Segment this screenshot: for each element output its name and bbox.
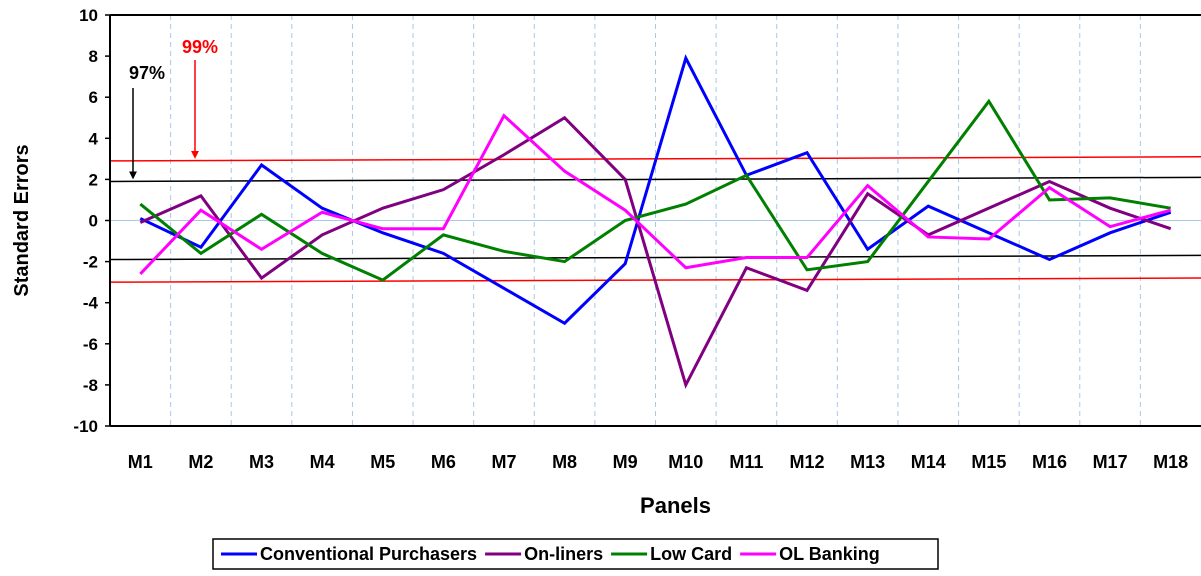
y-tick-label: 10 [79, 6, 98, 25]
series-lines [139, 54, 1172, 389]
x-tick-label: M6 [431, 452, 456, 472]
labels: 10 8 6 4 2 0 -2 -4 -6 -8 -10 M1 M2 M3 M4 M5 M6 M7 M8 M9 M10 M… [11, 6, 1188, 518]
x-tick-label: M14 [911, 452, 946, 472]
y-tick-label: -2 [83, 253, 98, 272]
y-tick-label: -4 [83, 294, 99, 313]
reference-line-1 [109, 176, 1201, 183]
x-tick-label: M16 [1032, 452, 1067, 472]
x-tick-label: M1 [128, 452, 153, 472]
grid [110, 15, 1201, 426]
x-tick-label: M17 [1093, 452, 1128, 472]
x-tick-label: M5 [370, 452, 395, 472]
annotation-97: 97% [129, 63, 165, 83]
series-line-low-card [139, 98, 1171, 282]
legend-box [212, 538, 939, 570]
axes [105, 14, 1201, 427]
x-tick-label: M10 [668, 452, 703, 472]
legend-label-ol-banking: OL Banking [779, 544, 880, 564]
series-line-conventional-purchasers [139, 54, 1172, 326]
x-tick-label: M7 [491, 452, 516, 472]
annotation-99: 99% [182, 37, 218, 57]
y-tick-label: -8 [83, 376, 98, 395]
y-tick-label: -6 [83, 335, 98, 354]
y-tick-label: 6 [89, 88, 98, 107]
x-tick-label: M13 [850, 452, 885, 472]
legend-label-conventional-purchasers: Conventional Purchasers [260, 544, 477, 564]
legend-label-on-liners: On-liners [524, 544, 603, 564]
y-tick-label: 2 [89, 170, 98, 189]
series-line-ol-banking [139, 113, 1172, 275]
x-tick-label: M15 [971, 452, 1006, 472]
x-tick-label: M2 [188, 452, 213, 472]
x-axis-title: Panels [640, 493, 711, 518]
y-tick-label: -10 [73, 417, 98, 436]
y-axis-title: Standard Errors [11, 144, 33, 296]
x-tick-label: M3 [249, 452, 274, 472]
x-tick-label: M8 [552, 452, 577, 472]
x-tick-label: M4 [310, 452, 335, 472]
x-tick-label: M12 [790, 452, 825, 472]
legend: Conventional Purchasers On-liners Low Card… [212, 538, 939, 570]
y-tick-label: 8 [89, 47, 98, 66]
legend-label-low-card: Low Card [650, 544, 732, 564]
x-tick-label: M11 [729, 452, 763, 472]
x-tick-label: M18 [1153, 452, 1188, 472]
y-tick-label: 4 [89, 129, 99, 148]
x-tick-label: M9 [613, 452, 638, 472]
reference-line-2 [109, 254, 1201, 261]
series-line-on-liners [139, 115, 1172, 389]
y-tick-label: 0 [89, 212, 98, 231]
